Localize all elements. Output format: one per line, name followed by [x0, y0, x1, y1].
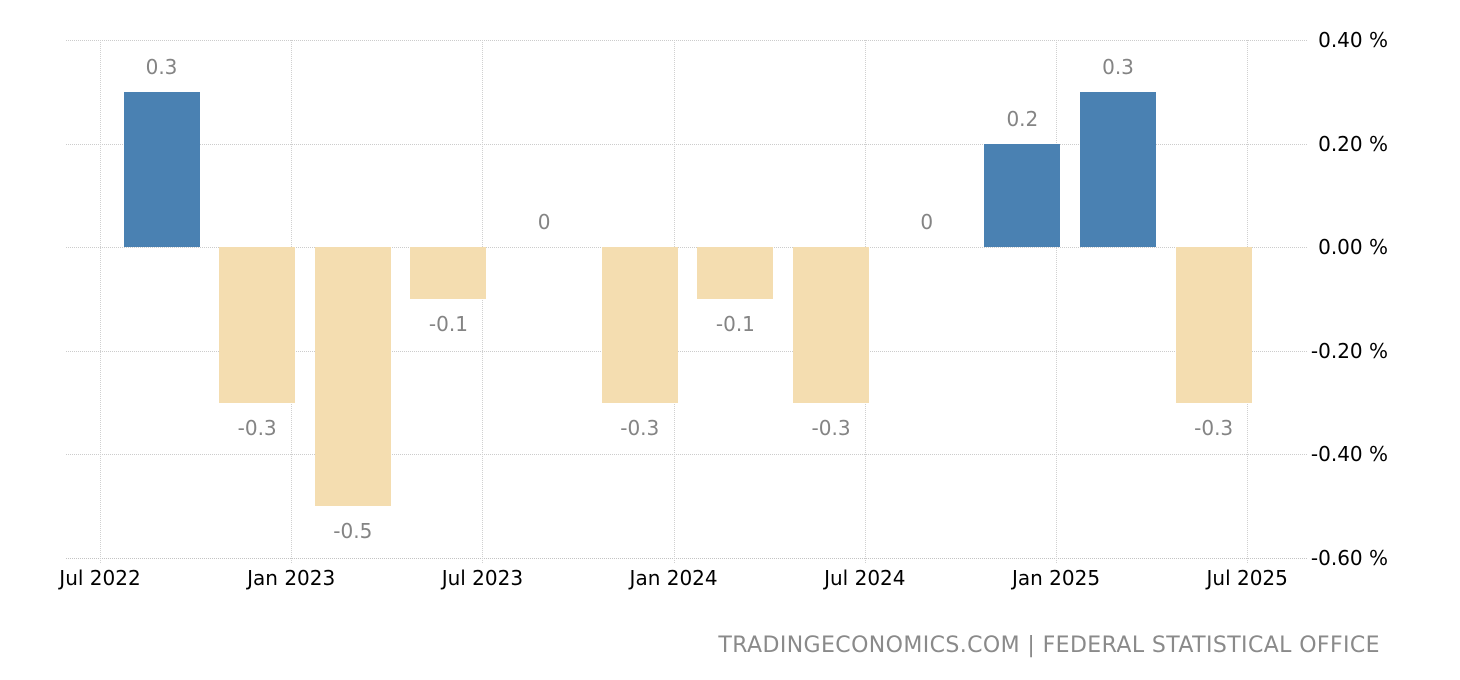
gridline-horizontal: [66, 143, 1307, 145]
x-axis-tick-label: Jan 2023: [247, 566, 336, 590]
x-axis-line: [66, 558, 1307, 559]
bar-q2-2023[interactable]: [410, 247, 487, 299]
bar-value-label: 0: [537, 210, 551, 235]
y-axis-tick-label: -0.60 %: [1310, 546, 1388, 570]
bar-q1-2025[interactable]: [1080, 91, 1156, 248]
gridline-horizontal: [66, 40, 1307, 41]
bar-q4-2023[interactable]: [601, 247, 678, 403]
bar-q1-2024[interactable]: [697, 247, 774, 299]
x-axis-tick-label: Jan 2025: [1011, 566, 1101, 590]
y-axis-tick-label: -0.20 %: [1310, 338, 1388, 363]
bar-value-label: -0.3: [237, 415, 277, 440]
gridline-horizontal: [66, 350, 1307, 352]
attribution-text: TRADINGECONOMICS.COM | FEDERAL STATISTIC…: [718, 633, 1380, 658]
bar-q1-2023[interactable]: [314, 247, 391, 507]
y-axis-tick-label: -0.40 %: [1310, 442, 1388, 467]
bar-value-label: 0.3: [1102, 54, 1134, 79]
y-axis-tick-label: 0.00 %: [1318, 235, 1388, 260]
bar-q4-2024[interactable]: [984, 143, 1061, 248]
y-axis-tick-label: 0.40 %: [1318, 28, 1388, 52]
bar-q2-2024[interactable]: [793, 247, 870, 403]
bar-q4-2022[interactable]: [219, 247, 296, 403]
bar-value-label: 0.3: [145, 54, 178, 79]
bar-value-label: -0.3: [811, 415, 851, 440]
x-axis-tick-label: Jul 2022: [59, 566, 141, 590]
gridline-vertical: [482, 40, 484, 563]
gridline-horizontal: [66, 454, 1307, 456]
bar-value-label: -0.1: [428, 312, 468, 336]
bar-value-label: 0: [920, 210, 934, 235]
x-axis-tick-label: Jul 2025: [1206, 566, 1288, 590]
bar-value-label: -0.3: [620, 415, 660, 440]
bar-value-label: -0.3: [1194, 415, 1234, 440]
bar-value-label: -0.1: [715, 312, 755, 336]
x-axis-tick-label: Jan 2024: [629, 566, 718, 590]
x-axis-tick-label: Jul 2023: [441, 566, 524, 590]
x-axis-tick-label: Jul 2024: [824, 566, 906, 590]
y-axis-tick-label: 0.20 %: [1318, 131, 1388, 156]
bar-q2-2025[interactable]: [1175, 247, 1252, 403]
gridline-vertical: [100, 40, 101, 563]
bar-value-label: -0.5: [333, 519, 373, 544]
bar-q3-2022[interactable]: [123, 91, 200, 248]
bar-value-label: 0.2: [1006, 106, 1039, 131]
gridline-horizontal: [66, 247, 1307, 249]
gridline-vertical: [1056, 40, 1057, 563]
